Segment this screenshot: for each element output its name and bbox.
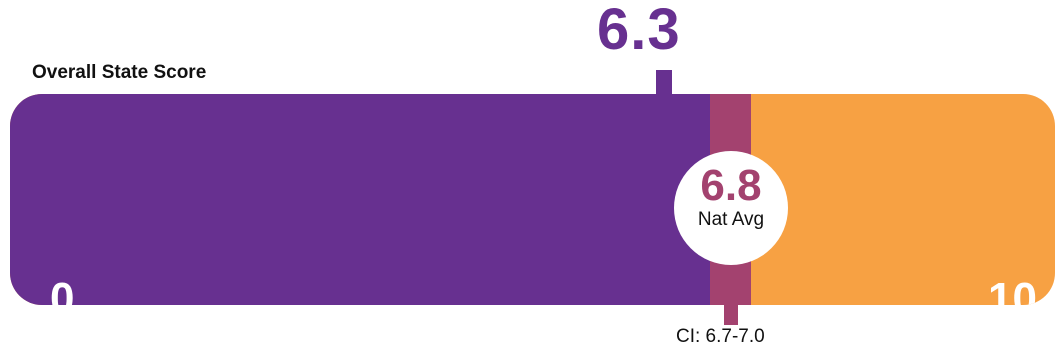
ci-label: CI: 6.7-7.0 [676, 326, 765, 347]
scale-min-label: 0 [50, 274, 75, 305]
ci-marker [724, 303, 738, 325]
national-average-value: 6.8 [700, 161, 762, 210]
national-average-badge: 6.8 Nat Avg [674, 151, 788, 265]
score-bar: 0 10 [10, 94, 1055, 305]
state-segment [10, 94, 710, 305]
section-title: Overall State Score [32, 62, 207, 83]
state-score-marker [656, 70, 672, 96]
national-average-label: Nat Avg [697, 209, 765, 230]
state-score-value: 6.3 [597, 0, 681, 62]
scale-max-label: 10 [988, 274, 1037, 305]
